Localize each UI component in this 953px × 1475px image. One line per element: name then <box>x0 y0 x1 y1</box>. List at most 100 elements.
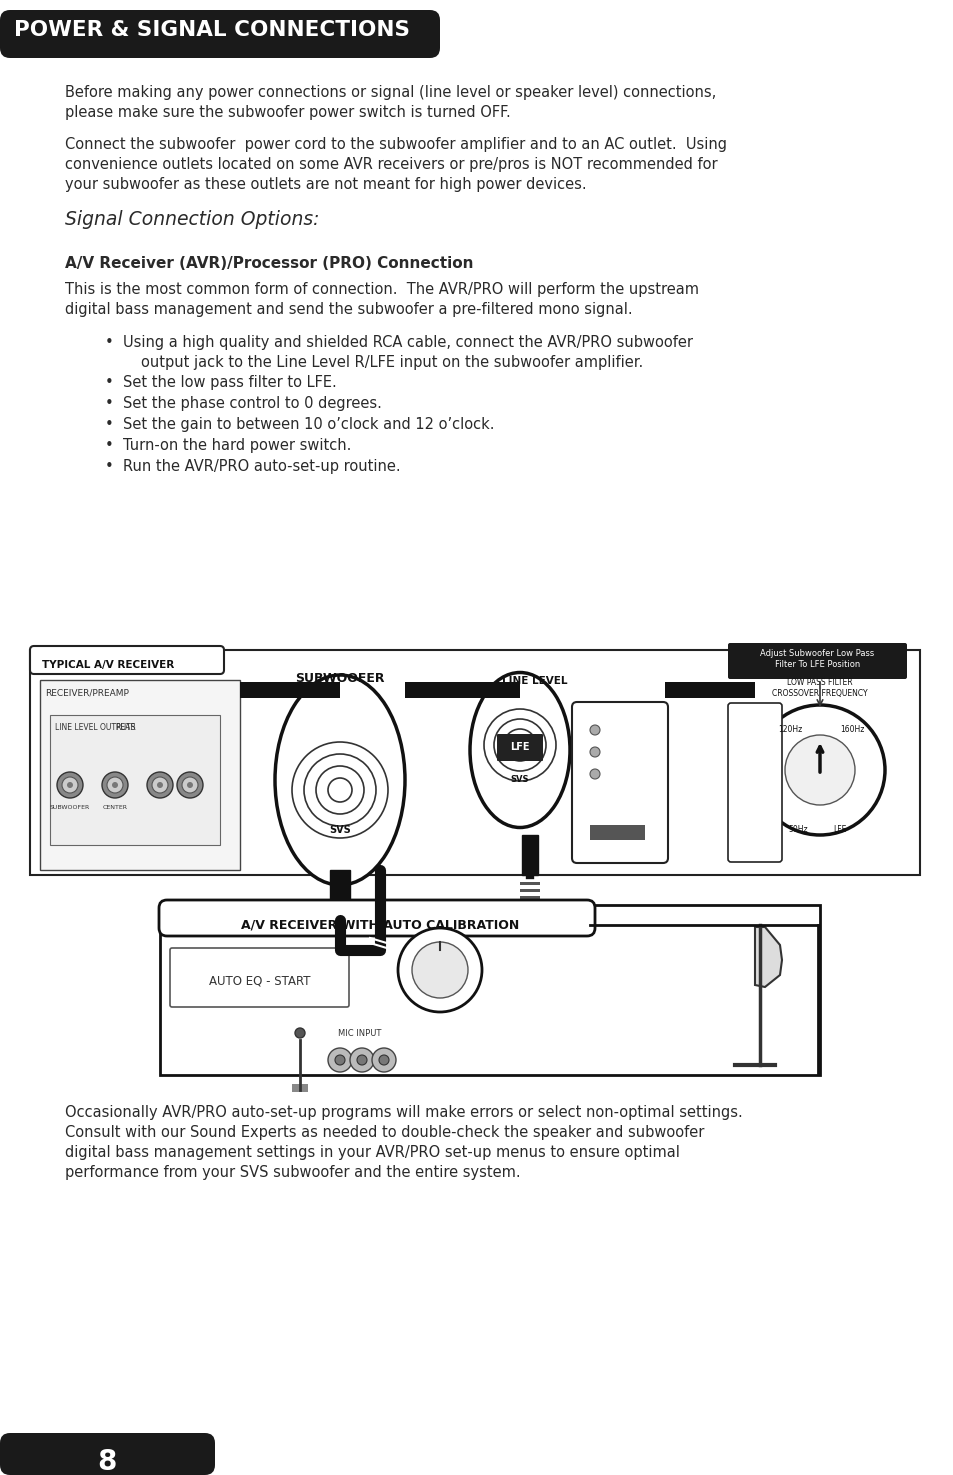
Bar <box>330 870 350 920</box>
Text: Using a high quality and shielded RCA cable, connect the AVR/PRO subwoofer: Using a high quality and shielded RCA ca… <box>123 335 692 350</box>
Bar <box>40 680 240 870</box>
Text: please make sure the subwoofer power switch is turned OFF.: please make sure the subwoofer power swi… <box>65 105 510 119</box>
Text: •: • <box>105 335 113 350</box>
Circle shape <box>152 777 168 794</box>
Text: output jack to the Line Level R/LFE input on the subwoofer amplifier.: output jack to the Line Level R/LFE inpu… <box>141 355 642 370</box>
Bar <box>240 681 339 698</box>
Text: Set the gain to between 10 o’clock and 12 o’clock.: Set the gain to between 10 o’clock and 1… <box>123 417 494 432</box>
Text: Set the phase control to 0 degrees.: Set the phase control to 0 degrees. <box>123 395 381 412</box>
Circle shape <box>335 1055 345 1065</box>
Circle shape <box>589 768 599 779</box>
Text: Adjust Subwoofer Low Pass
Filter To LFE Position: Adjust Subwoofer Low Pass Filter To LFE … <box>760 649 874 670</box>
Text: This is the most common form of connection.  The AVR/PRO will perform the upstre: This is the most common form of connecti… <box>65 282 699 296</box>
Text: •: • <box>105 395 113 412</box>
Text: SVS: SVS <box>329 825 351 835</box>
Polygon shape <box>245 695 569 870</box>
Text: A/V RECEIVER WITH AUTO CALIBRATION: A/V RECEIVER WITH AUTO CALIBRATION <box>240 919 518 932</box>
FancyBboxPatch shape <box>0 10 439 58</box>
Text: your subwoofer as these outlets are not meant for high power devices.: your subwoofer as these outlets are not … <box>65 177 586 192</box>
Circle shape <box>177 771 203 798</box>
Text: 160Hz: 160Hz <box>839 726 863 735</box>
FancyBboxPatch shape <box>727 704 781 861</box>
Text: SVS: SVS <box>510 776 529 785</box>
Circle shape <box>62 777 78 794</box>
Text: 50Hz: 50Hz <box>787 825 807 833</box>
Text: •: • <box>105 417 113 432</box>
Text: RECEIVER/PREAMP: RECEIVER/PREAMP <box>45 687 129 698</box>
Text: •: • <box>105 438 113 453</box>
Text: Occasionally AVR/PRO auto-set-up programs will make errors or select non-optimal: Occasionally AVR/PRO auto-set-up program… <box>65 1105 742 1120</box>
Circle shape <box>356 1055 367 1065</box>
Text: Turn-on the hard power switch.: Turn-on the hard power switch. <box>123 438 351 453</box>
Text: •: • <box>105 375 113 389</box>
Bar <box>519 882 539 885</box>
FancyBboxPatch shape <box>497 735 542 761</box>
Circle shape <box>589 746 599 757</box>
Text: Connect the subwoofer  power cord to the subwoofer amplifier and to an AC outlet: Connect the subwoofer power cord to the … <box>65 137 726 152</box>
Ellipse shape <box>470 673 569 827</box>
Circle shape <box>372 1049 395 1072</box>
Bar <box>160 906 820 1075</box>
FancyBboxPatch shape <box>30 646 224 674</box>
Text: AUTO EQ - START: AUTO EQ - START <box>209 975 311 988</box>
Circle shape <box>294 1028 305 1038</box>
Circle shape <box>754 705 884 835</box>
Text: Before making any power connections or signal (line level or speaker level) conn: Before making any power connections or s… <box>65 86 716 100</box>
Bar <box>50 715 220 845</box>
Text: LFE: LFE <box>510 742 529 752</box>
Text: performance from your SVS subwoofer and the entire system.: performance from your SVS subwoofer and … <box>65 1165 520 1180</box>
Text: Run the AVR/PRO auto-set-up routine.: Run the AVR/PRO auto-set-up routine. <box>123 459 400 473</box>
Circle shape <box>378 1055 389 1065</box>
Circle shape <box>589 726 599 735</box>
Bar <box>589 825 644 839</box>
Text: Consult with our Sound Experts as needed to double-check the speaker and subwoof: Consult with our Sound Experts as needed… <box>65 1125 703 1140</box>
FancyBboxPatch shape <box>572 702 667 863</box>
Text: digital bass management and send the subwoofer a pre-filtered mono signal.: digital bass management and send the sub… <box>65 302 632 317</box>
Text: digital bass management settings in your AVR/PRO set-up menus to ensure optimal: digital bass management settings in your… <box>65 1145 679 1159</box>
Text: LINE LEVEL OUTPUTS: LINE LEVEL OUTPUTS <box>55 723 135 732</box>
Bar <box>405 681 519 698</box>
Polygon shape <box>754 926 781 987</box>
Text: A/V Receiver (AVR)/Processor (PRO) Connection: A/V Receiver (AVR)/Processor (PRO) Conne… <box>65 257 473 271</box>
Circle shape <box>102 771 128 798</box>
Circle shape <box>350 1049 374 1072</box>
Text: POWER & SIGNAL CONNECTIONS: POWER & SIGNAL CONNECTIONS <box>14 21 410 40</box>
Text: MIC INPUT: MIC INPUT <box>338 1030 381 1038</box>
Circle shape <box>67 782 73 788</box>
Ellipse shape <box>274 676 405 885</box>
Text: Set the low pass filter to LFE.: Set the low pass filter to LFE. <box>123 375 336 389</box>
Text: REAR: REAR <box>115 723 135 732</box>
Circle shape <box>112 782 118 788</box>
Text: LOW PASS FILTER
CROSSOVER FREQUENCY: LOW PASS FILTER CROSSOVER FREQUENCY <box>771 678 867 698</box>
Bar <box>521 835 537 875</box>
Bar <box>519 889 539 892</box>
Circle shape <box>784 735 854 805</box>
FancyBboxPatch shape <box>727 643 906 678</box>
Bar <box>519 895 539 898</box>
Text: SUBWOOFER: SUBWOOFER <box>50 805 90 810</box>
Text: TYPICAL A/V RECEIVER: TYPICAL A/V RECEIVER <box>42 659 174 670</box>
Circle shape <box>147 771 172 798</box>
FancyBboxPatch shape <box>159 900 595 937</box>
Text: LFE: LFE <box>832 825 846 833</box>
Circle shape <box>157 782 163 788</box>
Text: SUBWOOFER: SUBWOOFER <box>294 673 384 684</box>
Circle shape <box>412 943 468 999</box>
Circle shape <box>57 771 83 798</box>
Circle shape <box>397 928 481 1012</box>
Circle shape <box>187 782 193 788</box>
Bar <box>30 650 919 875</box>
Text: LINE LEVEL: LINE LEVEL <box>501 676 567 686</box>
Bar <box>664 681 754 698</box>
Circle shape <box>107 777 123 794</box>
Text: •: • <box>105 459 113 473</box>
Text: convenience outlets located on some AVR receivers or pre/pros is NOT recommended: convenience outlets located on some AVR … <box>65 156 717 173</box>
Circle shape <box>328 1049 352 1072</box>
Text: 120Hz: 120Hz <box>777 726 801 735</box>
FancyBboxPatch shape <box>0 1434 214 1475</box>
Circle shape <box>182 777 198 794</box>
Text: CENTER: CENTER <box>102 805 128 810</box>
Text: Signal Connection Options:: Signal Connection Options: <box>65 209 319 229</box>
FancyBboxPatch shape <box>170 948 349 1007</box>
Bar <box>292 1084 308 1092</box>
